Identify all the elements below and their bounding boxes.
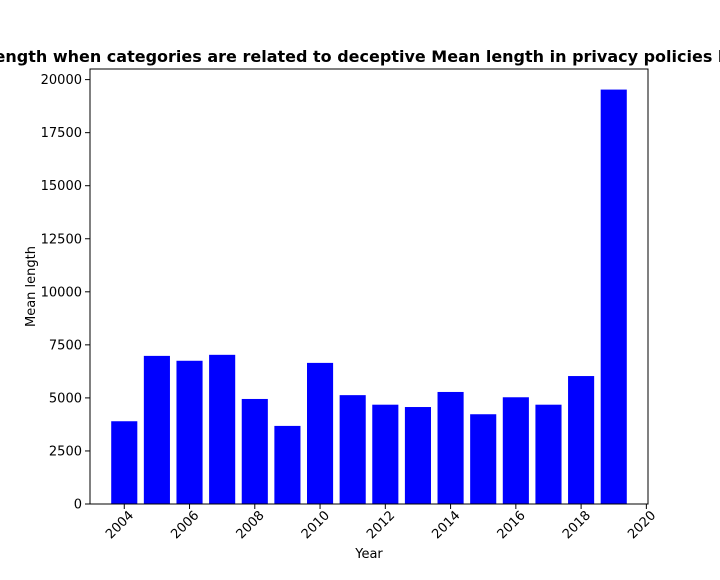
y-tick-label-2500: 2500 — [49, 444, 82, 459]
x-tick-label-2010: 2010 — [299, 508, 333, 542]
bar-2010 — [307, 362, 334, 504]
y-tick-label-5000: 5000 — [49, 391, 82, 406]
x-tick-label-2006: 2006 — [168, 508, 202, 542]
bar-2009 — [274, 425, 301, 504]
y-tick-label-7500: 7500 — [49, 338, 82, 353]
x-axis-label: Year — [354, 547, 383, 562]
x-tick-label-2018: 2018 — [560, 508, 594, 542]
x-tick-label-2004: 2004 — [103, 508, 137, 542]
x-tick-label-2014: 2014 — [429, 508, 463, 542]
bar-2013 — [404, 407, 431, 504]
bar-2018 — [568, 376, 595, 504]
bar-2008 — [241, 398, 268, 504]
bars-group — [111, 89, 627, 505]
y-axis: 0 2500 5000 7500 10000 12500 15000 17500 20000 — [41, 73, 90, 513]
y-tick-label-0: 0 — [74, 498, 82, 513]
bar-2005 — [143, 355, 170, 504]
bar-2014 — [437, 391, 464, 504]
y-tick-label-15000: 15000 — [41, 179, 82, 194]
x-axis: 2004 2006 2008 2010 2012 2014 2016 2018 2020 — [103, 504, 659, 542]
bar-2016 — [502, 397, 529, 504]
chart-title: Mean length when categories are related … — [0, 47, 720, 69]
y-tick-label-20000: 20000 — [41, 73, 82, 88]
bar-2019 — [600, 89, 627, 505]
bar-2004 — [111, 421, 138, 504]
bar-2006 — [176, 360, 203, 504]
bar-2007 — [209, 354, 236, 504]
bar-2017 — [535, 404, 562, 504]
plot-frame — [89, 68, 649, 505]
x-tick-label-2016: 2016 — [495, 508, 529, 542]
y-tick-label-17500: 17500 — [41, 126, 82, 141]
bar-2011 — [339, 395, 366, 504]
chart-title-text: Mean length when categories are related … — [0, 47, 720, 66]
y-axis-label: Mean length — [24, 246, 39, 327]
y-tick-label-12500: 12500 — [41, 232, 82, 247]
bar-2012 — [372, 404, 399, 504]
x-tick-label-2020: 2020 — [625, 508, 659, 542]
bar-2015 — [470, 414, 497, 504]
x-tick-label-2012: 2012 — [364, 508, 398, 542]
y-tick-label-10000: 10000 — [41, 285, 82, 300]
x-tick-label-2008: 2008 — [234, 508, 268, 542]
